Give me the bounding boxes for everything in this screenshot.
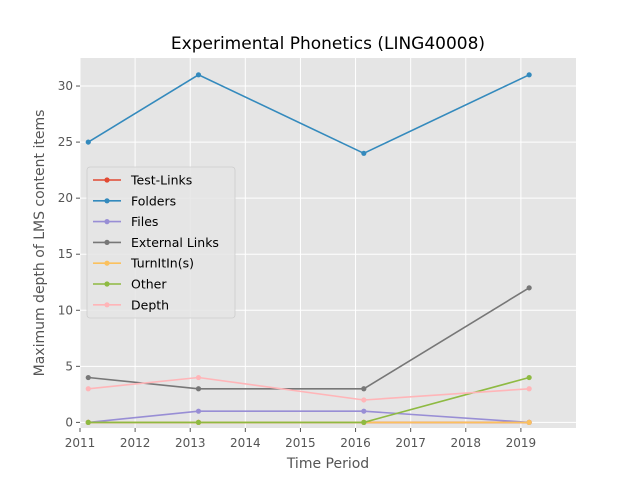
legend-item-folders: Folders xyxy=(93,193,176,208)
legend-item-test-links: Test-Links xyxy=(93,173,192,188)
legend-marker xyxy=(104,260,110,266)
legend-marker xyxy=(104,239,110,245)
y-tick-label: 30 xyxy=(58,79,73,93)
legend-item-files: Files xyxy=(93,214,158,229)
y-tick-label: 15 xyxy=(58,247,73,261)
legend-label: Files xyxy=(131,214,158,229)
data-point-external-links xyxy=(85,374,91,381)
legend-label: Folders xyxy=(131,193,176,208)
y-tick-label: 5 xyxy=(65,359,73,373)
legend-marker xyxy=(104,281,110,287)
y-tick-label: 25 xyxy=(58,135,73,149)
data-point-other xyxy=(361,419,367,425)
data-point-other xyxy=(195,419,202,425)
series-line-files xyxy=(88,410,530,424)
x-tick-label: 2011 xyxy=(65,436,96,450)
data-point-turnitin-s xyxy=(526,419,532,425)
x-tick-label: 2014 xyxy=(230,436,261,450)
legend-marker xyxy=(104,177,110,183)
y-tick-label: 10 xyxy=(58,303,73,317)
series-line-other xyxy=(88,376,530,424)
x-tick-label: 2012 xyxy=(120,436,151,450)
grid-lines xyxy=(79,58,576,428)
y-axis-label: Maximum depth of LMS content items xyxy=(32,110,48,377)
data-point-folders xyxy=(361,150,367,156)
data-point-external-links xyxy=(361,386,367,392)
series-line-folders xyxy=(87,73,530,155)
series-layer xyxy=(85,72,532,425)
x-tick-label: 2017 xyxy=(395,436,426,450)
series-depth xyxy=(85,374,532,403)
x-tick-label: 2018 xyxy=(451,436,482,450)
legend-label: Test-Links xyxy=(130,173,192,188)
data-point-files xyxy=(361,408,367,414)
x-tick-label: 2016 xyxy=(340,436,371,450)
data-point-folders xyxy=(526,72,532,78)
legend-label: Depth xyxy=(131,297,169,312)
legend-item-other: Other xyxy=(93,277,167,292)
legend-label: TurnItIn(s) xyxy=(130,256,194,271)
series-line-depth xyxy=(88,376,530,401)
tick-labels: 2011 2012 2013 2014 2015 2016 2017 2018 20190510… xyxy=(58,79,536,450)
legend: Test-Links Folders Files External Links Turn… xyxy=(86,166,236,319)
series-other xyxy=(85,374,532,425)
legend-marker xyxy=(104,198,110,204)
x-tick-label: 2015 xyxy=(285,436,316,450)
legend-item-depth: Depth xyxy=(93,297,169,312)
data-point-external-links xyxy=(195,386,202,392)
data-point-external-links xyxy=(526,285,532,291)
data-point-depth xyxy=(195,374,202,381)
legend-item-external-links: External Links xyxy=(93,235,219,250)
data-point-other xyxy=(85,419,91,425)
data-point-folders xyxy=(85,139,91,145)
data-point-files xyxy=(195,408,202,414)
legend-label: External Links xyxy=(131,235,219,250)
x-tick-label: 2013 xyxy=(175,436,206,450)
legend-label: Other xyxy=(131,277,167,292)
x-axis-label: Time Period xyxy=(286,456,369,472)
data-point-depth xyxy=(526,386,532,392)
x-tick-label: 2019 xyxy=(506,436,537,450)
legend-item-turnitin-s: TurnItIn(s) xyxy=(93,256,194,271)
y-tick-label: 20 xyxy=(58,191,73,205)
data-point-folders xyxy=(195,72,202,78)
chart-title: Experimental Phonetics (LING40008) xyxy=(171,34,485,54)
legend-frame xyxy=(86,166,236,319)
data-point-depth xyxy=(361,397,367,403)
legend-marker xyxy=(104,219,110,225)
data-point-depth xyxy=(85,386,91,392)
legend-marker xyxy=(104,302,110,308)
series-folders xyxy=(85,72,532,156)
data-point-other xyxy=(526,374,532,381)
y-tick-label: 0 xyxy=(65,415,73,429)
